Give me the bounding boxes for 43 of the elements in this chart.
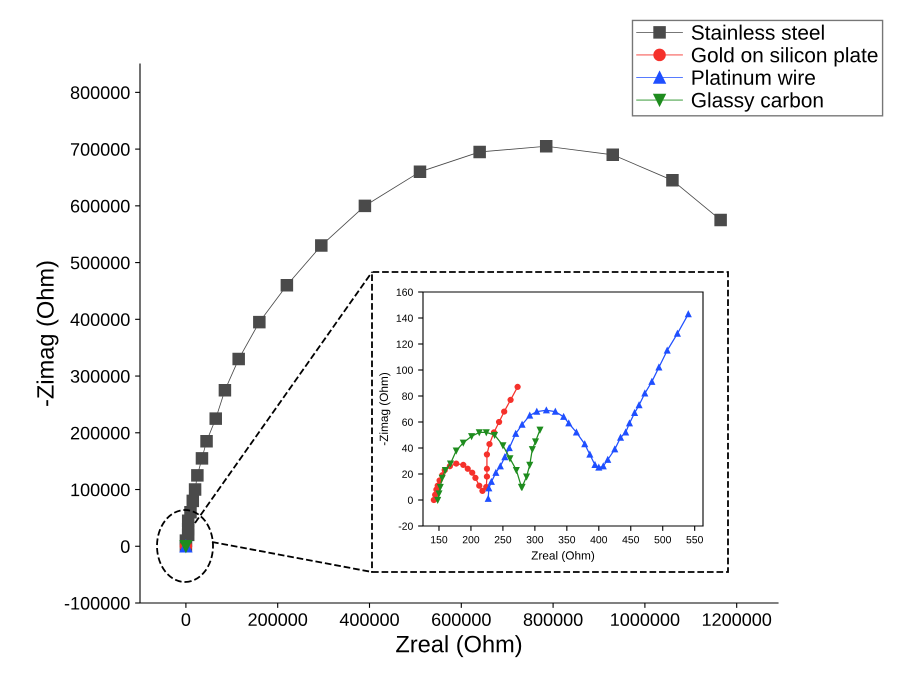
x-tick-label: 200 <box>462 536 480 544</box>
x-tick-label: 500 <box>654 536 672 544</box>
y-tick-label: 0 <box>408 496 413 504</box>
x-tick-label: 200000 <box>248 613 308 626</box>
y-tick-label: 400000 <box>70 313 130 326</box>
x-tick-label: 300 <box>526 536 544 544</box>
y-tick-label: 200000 <box>70 426 130 440</box>
y-tick-label: 140 <box>396 314 413 322</box>
x-tick-label: 800000 <box>524 613 583 626</box>
x-tick-label: 250 <box>494 536 512 544</box>
legend-label: Glassy carbon <box>692 92 823 112</box>
x-tick-label: 550 <box>686 536 703 544</box>
legend-label: Platinum wire <box>692 70 815 85</box>
y-tick-label: 600000 <box>70 200 130 213</box>
x-axis-title: Zreal (Ohm) <box>532 550 594 562</box>
y-axis-title: -Zimag (Ohm) <box>36 262 58 406</box>
y-tick-label: 60 <box>402 418 413 426</box>
y-axis-title: -Zimag (Ohm) <box>379 373 390 446</box>
y-tick-label: 500000 <box>70 256 130 270</box>
y-tick-label: -20 <box>398 522 413 530</box>
x-tick-label: 1000000 <box>611 613 680 626</box>
x-axis-title: Zreal (Ohm) <box>396 635 522 658</box>
x-tick-label: 1200000 <box>702 613 772 626</box>
y-tick-label: 40 <box>402 444 413 452</box>
y-tick-label: 800000 <box>70 86 130 100</box>
x-tick-label: 400000 <box>340 613 399 626</box>
y-tick-label: 80 <box>402 392 413 400</box>
x-tick-label: 600000 <box>432 613 491 626</box>
x-tick-label: 0 <box>182 613 190 626</box>
y-tick-label: 100000 <box>71 483 130 496</box>
y-tick-label: 300000 <box>70 370 130 383</box>
legend-label: Stainless steel <box>692 24 824 40</box>
y-tick-label: 160 <box>396 288 413 296</box>
x-tick-label: 150 <box>431 536 448 544</box>
y-tick-label: 120 <box>396 340 413 348</box>
y-tick-label: 100 <box>396 366 413 374</box>
legend-label: Gold on silicon plate <box>692 47 878 67</box>
x-tick-label: 400 <box>590 536 608 544</box>
x-tick-label: 450 <box>622 536 640 544</box>
y-tick-label: 700000 <box>70 143 130 156</box>
y-tick-label: -100000 <box>64 596 130 610</box>
x-tick-label: 350 <box>558 536 576 544</box>
y-tick-label: 20 <box>402 470 413 478</box>
